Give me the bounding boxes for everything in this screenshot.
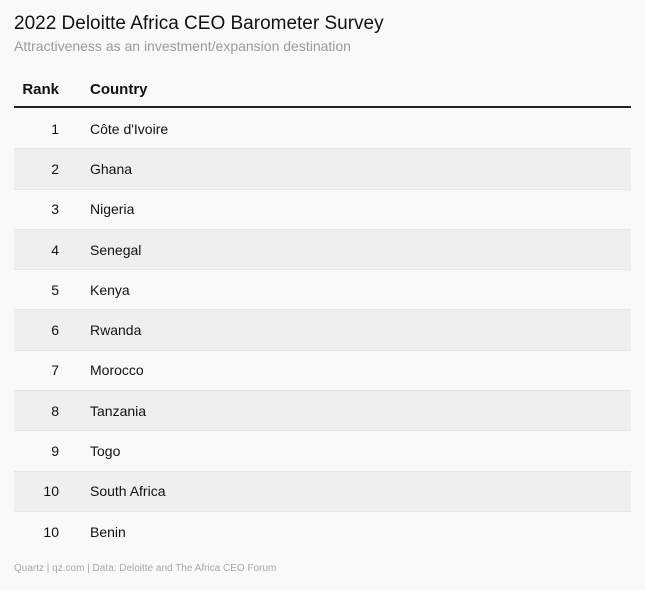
table-row: 10 South Africa xyxy=(14,471,631,512)
table-row: 9 Togo xyxy=(14,431,631,472)
country-cell: Morocco xyxy=(90,362,144,379)
country-cell: Senegal xyxy=(90,241,142,258)
rank-cell: 4 xyxy=(51,241,59,258)
table-row: 7 Morocco xyxy=(14,351,631,392)
country-cell: Ghana xyxy=(90,160,133,177)
country-cell: Tanzania xyxy=(90,402,147,419)
table-row: 10 Benin xyxy=(14,512,631,552)
table-row: 4 Senegal xyxy=(14,229,631,271)
table-header: Rank Country xyxy=(14,72,631,108)
table-row: 2 Ghana xyxy=(14,149,631,190)
column-header-country: Country xyxy=(90,80,148,98)
rank-cell: 6 xyxy=(51,322,59,339)
country-cell: South Africa xyxy=(90,483,166,500)
rank-cell: 1 xyxy=(51,120,59,137)
chart-title: 2022 Deloitte Africa CEO Barometer Surve… xyxy=(14,13,384,34)
rank-cell: 8 xyxy=(51,402,59,419)
rank-cell: 2 xyxy=(51,160,59,177)
rank-cell: 10 xyxy=(43,483,59,500)
table-row: 6 Rwanda xyxy=(14,310,631,351)
table-row: 3 Nigeria xyxy=(14,190,631,230)
ranking-table: Rank Country 1 Côte d'Ivoire 2 Ghana 3 Nigeri… xyxy=(14,72,631,552)
rank-cell: 5 xyxy=(51,281,59,298)
source-footer: Quartz | qz.com | Data: Deloitte and The… xyxy=(14,563,277,574)
table-row: 8 Tanzania xyxy=(14,391,631,432)
table-row: 1 Côte d'Ivoire xyxy=(14,109,631,150)
country-cell: Nigeria xyxy=(90,201,135,218)
country-cell: Kenya xyxy=(90,281,130,298)
rank-cell: 10 xyxy=(43,524,59,541)
country-cell: Côte d'Ivoire xyxy=(90,120,169,137)
rank-cell: 7 xyxy=(51,362,59,379)
table-row: 5 Kenya xyxy=(14,270,631,311)
rank-cell: 9 xyxy=(51,443,59,460)
country-cell: Togo xyxy=(90,443,121,460)
table-body: 1 Côte d'Ivoire 2 Ghana 3 Nigeria 4 Senegal 5 Ken… xyxy=(14,109,631,552)
country-cell: Benin xyxy=(90,524,126,541)
column-header-rank: Rank xyxy=(22,80,59,98)
chart-subtitle: Attractiveness as an investment/expansio… xyxy=(14,38,351,54)
rank-cell: 3 xyxy=(51,201,59,218)
country-cell: Rwanda xyxy=(90,322,142,339)
